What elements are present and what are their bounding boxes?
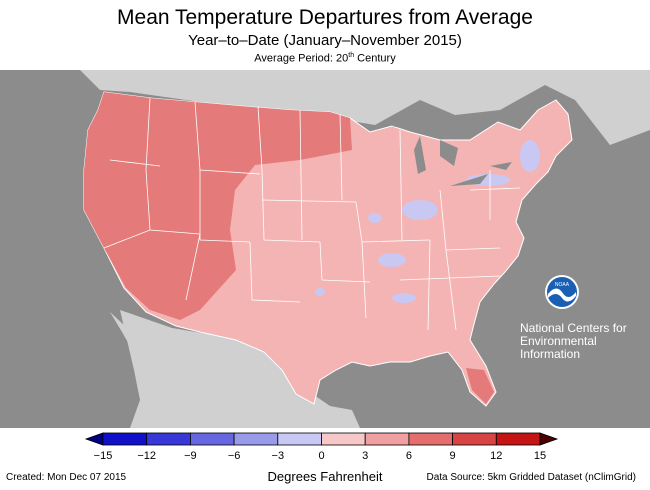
cool-anomaly-south [392,293,416,303]
lake-michigan [414,136,426,174]
scale-color-box [364,432,410,446]
western-warm-region [84,92,352,320]
noaa-logo-bird-icon [548,288,576,302]
lake-ontario [490,162,512,170]
scale-tick-label: 6 [406,450,412,462]
scale-tick-label: 9 [450,450,456,462]
scale-tick-label: −15 [94,450,113,462]
lake-erie [450,174,488,186]
baja-california-land [110,312,148,370]
scale-tick-label: 3 [362,450,368,462]
scale-color-box [452,432,497,446]
scale-color-box [146,432,191,446]
cool-anomaly-oklahoma [315,288,325,296]
scale-color-box [321,432,366,446]
scale-tick-label: 12 [490,450,502,462]
lake-superior [392,118,440,132]
created-date: Created: Mon Dec 07 2015 [6,472,127,483]
canada-land [80,70,650,145]
ncei-line-1: National Centers for [520,321,627,335]
cool-anomaly-ohio-valley [402,200,438,220]
scale-tick-label: −6 [228,450,241,462]
temperature-departure-map: NOAA [0,70,650,428]
scale-color-box [102,432,148,446]
color-scale-legend: −15 −12 −9 −6 −3 0 3 6 9 12 15 [84,432,559,462]
scale-color-box [408,432,453,446]
scale-color-box [189,432,235,446]
scale-tick-label: 15 [534,450,546,462]
scale-tick-label: −3 [272,450,285,462]
scale-left-arrow [84,432,104,446]
scale-color-box [233,432,279,446]
scale-tick-label: 0 [318,450,324,462]
scale-tick-label: −12 [137,450,156,462]
state-boundaries [103,97,521,331]
lake-huron [440,140,458,166]
map-title: Mean Temperature Departures from Average [117,6,533,29]
florida-warm-region [466,368,494,404]
scale-right-arrow [539,432,559,446]
noaa-logo-text: NOAA [555,282,570,288]
ncei-label: National Centers for Environmental Infor… [520,322,630,361]
cool-anomaly-midwest [368,213,382,223]
legend-units-label: Degrees Fahrenheit [267,469,383,484]
ncei-line-3: Information [520,347,581,361]
cool-anomaly-new-england [520,140,540,172]
scale-color-box [277,432,322,446]
mexico-land [120,310,360,428]
scale-tick-label: −9 [184,450,197,462]
cool-anomaly-tennessee [378,253,406,267]
data-source: Data Source: 5km Gridded Dataset (nClimG… [426,472,636,483]
scale-color-box [495,432,541,446]
average-period-label: Average Period: 20th Century [254,52,396,65]
ncei-line-2: Environmental [520,334,597,348]
map-subtitle: Year–to–Date (January–November 2015) [188,32,462,49]
noaa-logo: NOAA [545,275,579,309]
